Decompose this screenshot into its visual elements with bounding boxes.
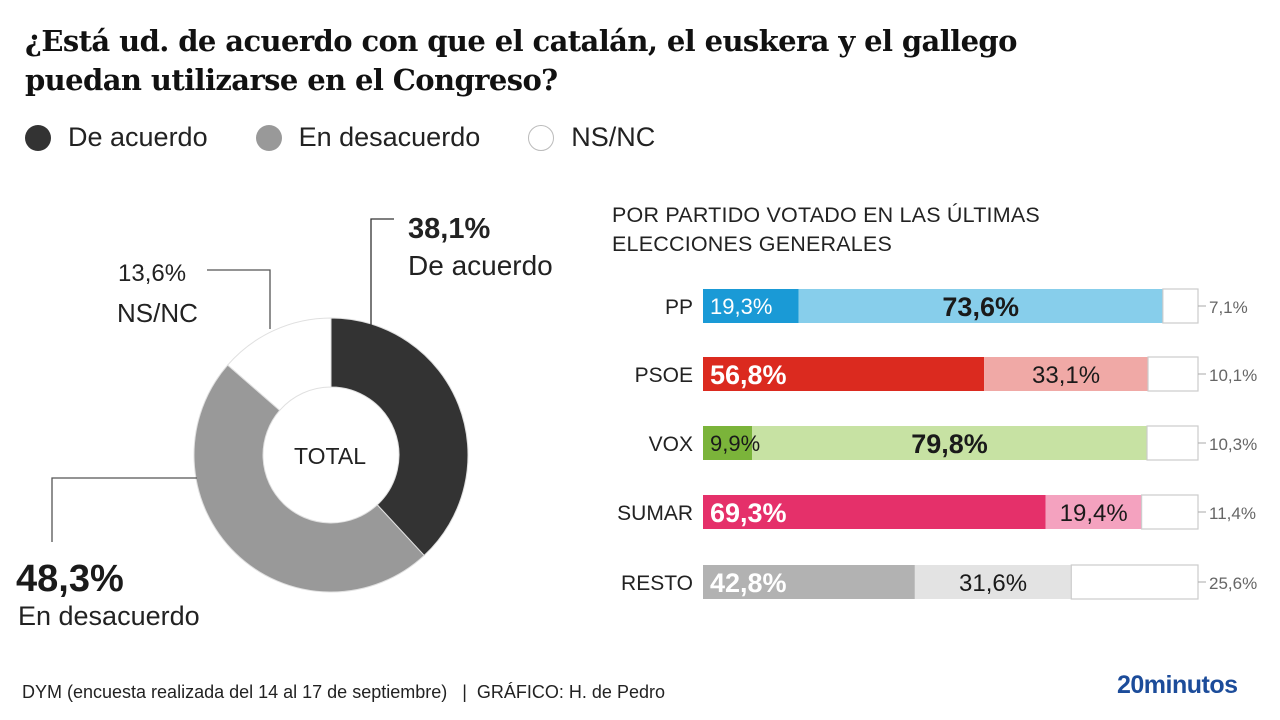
bar-segment-sumar-0	[703, 495, 1046, 529]
bar-value-pp-0: 19,3%	[710, 294, 772, 319]
bar-segment-psoe-2	[1147, 356, 1199, 392]
bar-chart: PP 19,3% 73,6% 7,1% PSOE 56,8% 33,1% 10,1% VOX 9,…	[617, 288, 1257, 600]
bar-segment-resto-2	[1070, 564, 1199, 600]
subtitle-line-1: POR PARTIDO VOTADO EN LAS ÚLTIMAS	[612, 203, 1040, 227]
bar-value-resto-0: 42,8%	[710, 568, 787, 598]
bar-segment-pp-1	[798, 289, 1163, 323]
bar-segment-sumar-1	[1045, 495, 1142, 529]
category-label-vox: VOX	[649, 433, 693, 456]
bar-value-vox-1: 79,8%	[911, 429, 988, 459]
bar-value-resto-2: 25,6%	[1209, 574, 1257, 593]
bar-segment-vox-0	[703, 426, 753, 460]
bar-segment-vox-2	[1146, 425, 1199, 461]
slice-label-de-acuerdo: De acuerdo	[408, 250, 553, 281]
category-label-resto: RESTO	[621, 572, 693, 595]
slice-label-nsnc: NS/NC	[117, 298, 198, 328]
donut-center-label: TOTAL	[294, 443, 366, 469]
legend-item-nsnc: NS/NC	[528, 122, 655, 153]
leader-line-nsnc	[207, 269, 271, 329]
slice-value-de-acuerdo: 38,1%	[408, 213, 490, 245]
source-note: DYM (encuesta realizada del 14 al 17 de …	[22, 682, 665, 702]
bar-segment-resto-1	[914, 565, 1072, 599]
bar-value-pp-1: 73,6%	[942, 292, 1019, 322]
chart-title: ¿Está ud. de acuerdo con que el catalán,…	[25, 22, 1125, 100]
slice-value-en-desacuerdo: 48,3%	[16, 558, 124, 600]
slice-value-nsnc: 13,6%	[118, 260, 186, 287]
legend-swatch-en-desacuerdo	[255, 124, 282, 151]
legend: De acuerdo En desacuerdo NS/NC	[25, 122, 703, 153]
legend-item-de-acuerdo: De acuerdo	[25, 122, 208, 153]
legend-label: En desacuerdo	[298, 122, 481, 152]
legend-swatch-nsnc	[528, 124, 555, 151]
bar-segment-vox-1	[752, 426, 1148, 460]
donut-slice-de-acuerdo	[330, 317, 469, 557]
legend-item-en-desacuerdo: En desacuerdo	[255, 122, 481, 153]
donut-labels: 38,1% De acuerdo 13,6% NS/NC 48,3% En de…	[16, 213, 553, 631]
bar-segment-psoe-1	[984, 357, 1149, 391]
bar-value-resto-1: 31,6%	[959, 570, 1027, 597]
bar-value-vox-2: 10,3%	[1209, 435, 1257, 454]
leader-line-en-desacuerdo	[51, 477, 197, 542]
bar-value-psoe-0: 56,8%	[710, 360, 787, 390]
category-label-pp: PP	[665, 296, 693, 319]
donut-slice-en-desacuerdo	[193, 364, 425, 593]
bar-value-vox-0: 9,9%	[710, 431, 760, 456]
category-label-sumar: SUMAR	[617, 502, 693, 525]
bar-value-sumar-2: 11,4%	[1209, 504, 1256, 523]
donut-slice-ns-nc	[226, 317, 332, 412]
bar-segment-pp-0	[703, 289, 799, 323]
leader-line-de-acuerdo	[370, 218, 394, 326]
slice-label-en-desacuerdo: En desacuerdo	[18, 601, 200, 631]
bar-value-sumar-1: 19,4%	[1060, 500, 1128, 527]
legend-label: NS/NC	[571, 122, 656, 152]
legend-label: De acuerdo	[68, 122, 208, 152]
bar-value-pp-2: 7,1%	[1209, 298, 1248, 317]
title-line-2: puedan utilizarse en el Congreso?	[25, 63, 558, 97]
bar-segment-sumar-2	[1141, 494, 1199, 530]
bar-value-sumar-0: 69,3%	[710, 498, 787, 528]
bar-value-psoe-2: 10,1%	[1209, 366, 1257, 385]
category-label-psoe: PSOE	[635, 364, 693, 387]
brand-logo: 20minutos	[1117, 671, 1238, 699]
bar-segment-psoe-0	[703, 357, 985, 391]
bar-segment-resto-0	[703, 565, 915, 599]
bar-value-psoe-1: 33,1%	[1032, 362, 1100, 389]
subtitle-line-2: ELECCIONES GENERALES	[612, 232, 893, 256]
title-line-1: ¿Está ud. de acuerdo con que el catalán,…	[25, 24, 1017, 58]
legend-swatch-de-acuerdo	[25, 124, 51, 151]
bar-chart-subtitle: POR PARTIDO VOTADO EN LAS ÚLTIMAS ELECCI…	[612, 201, 1040, 259]
donut-chart	[193, 317, 469, 593]
bar-segment-pp-2	[1162, 288, 1199, 324]
